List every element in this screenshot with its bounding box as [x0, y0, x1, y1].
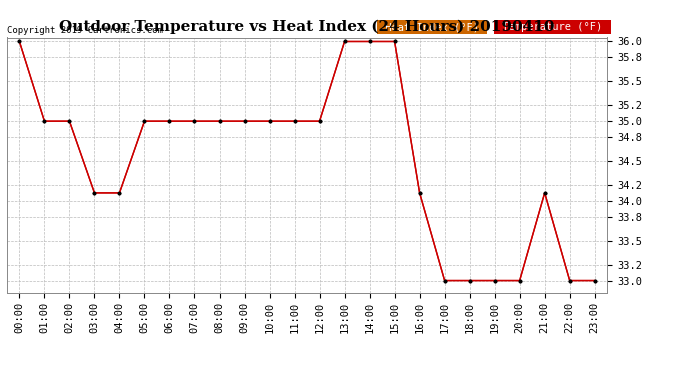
Text: Copyright 2019 Cartronics.com: Copyright 2019 Cartronics.com	[7, 26, 163, 35]
Text: Heat Index (°F): Heat Index (°F)	[379, 22, 485, 32]
Text: Temperature (°F): Temperature (°F)	[496, 22, 609, 32]
Title: Outdoor Temperature vs Heat Index (24 Hours) 20190410: Outdoor Temperature vs Heat Index (24 Ho…	[59, 19, 555, 33]
